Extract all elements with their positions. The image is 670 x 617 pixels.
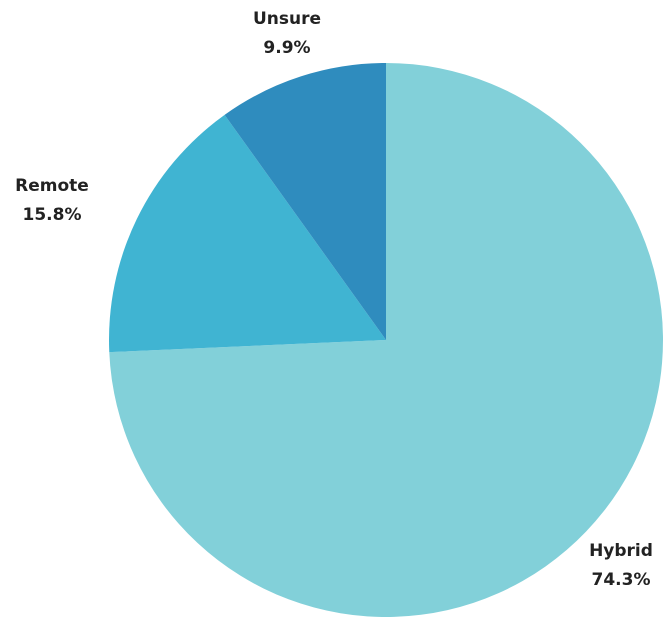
- slice-value-hybrid: 74.3%: [592, 570, 651, 590]
- slice-value-remote: 15.8%: [23, 205, 82, 225]
- pie-slice-unsure: [224, 62, 386, 340]
- slice-value-unsure: 9.9%: [263, 38, 310, 58]
- pie-slices: [109, 62, 663, 617]
- slice-label-unsure: Unsure: [253, 9, 321, 29]
- pie-slice-hybrid: [109, 63, 663, 617]
- slice-label-hybrid: Hybrid: [589, 541, 653, 561]
- pie-slice-remote: [109, 114, 386, 353]
- slice-label-remote: Remote: [15, 176, 89, 196]
